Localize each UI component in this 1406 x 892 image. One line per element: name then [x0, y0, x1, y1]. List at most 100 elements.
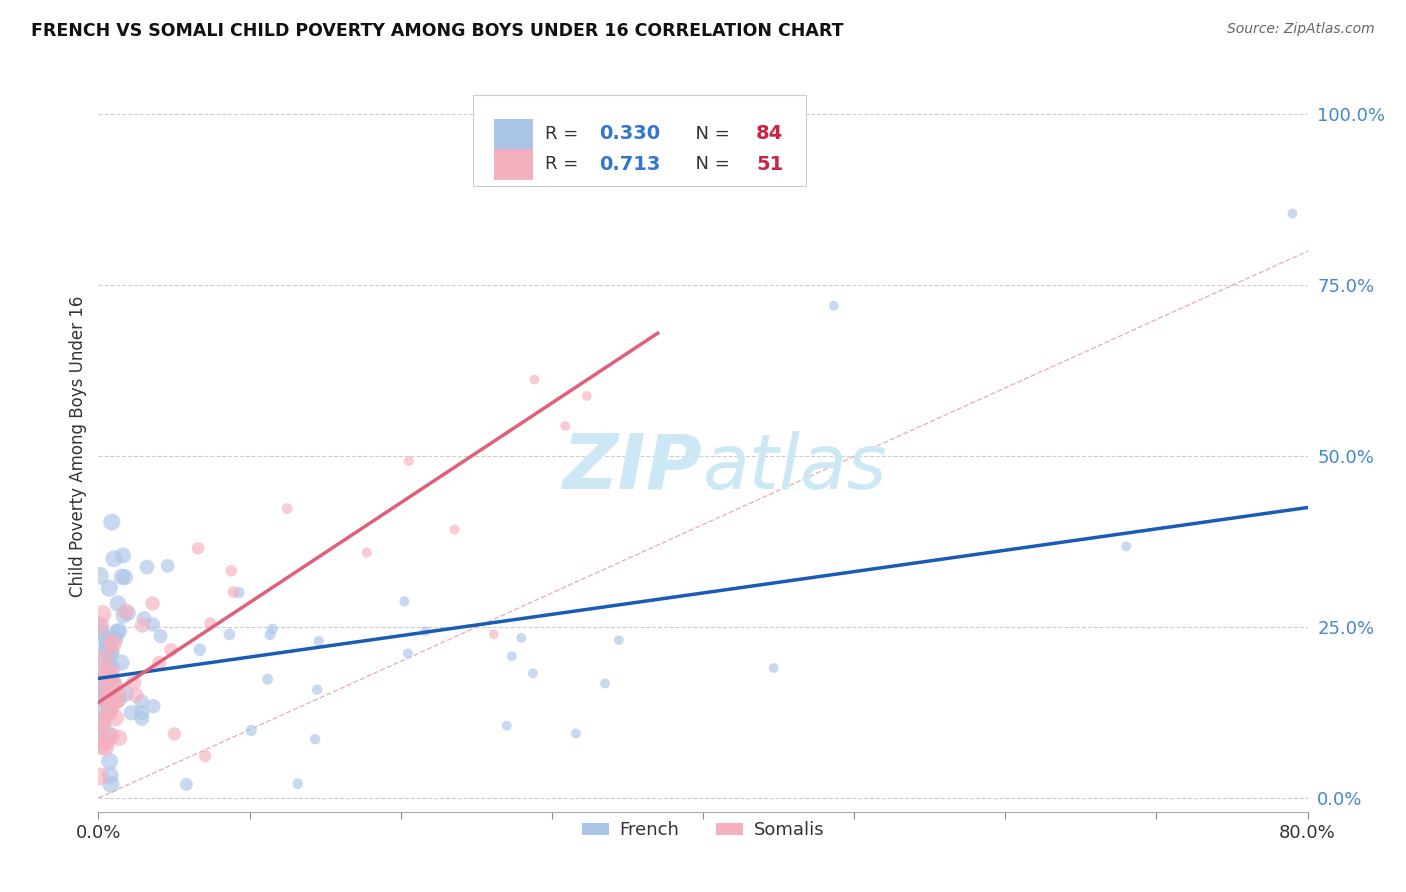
- Point: [501, 649, 523, 664]
- Text: atlas: atlas: [703, 431, 887, 505]
- Point: [398, 454, 420, 468]
- Point: [101, 660, 124, 674]
- Point: [156, 558, 179, 573]
- Point: [762, 661, 785, 675]
- Point: [131, 711, 153, 725]
- Point: [103, 637, 125, 651]
- Point: [104, 694, 127, 708]
- Point: [593, 676, 616, 690]
- Point: [443, 523, 465, 537]
- Point: [97, 668, 120, 682]
- Point: [97, 697, 120, 711]
- Point: [98, 694, 121, 708]
- Point: [823, 299, 845, 313]
- Point: [307, 682, 329, 697]
- Point: [104, 632, 127, 646]
- Text: N =: N =: [683, 125, 735, 143]
- Text: Source: ZipAtlas.com: Source: ZipAtlas.com: [1227, 22, 1375, 37]
- Point: [101, 684, 124, 698]
- Point: [96, 643, 118, 657]
- Point: [132, 611, 155, 625]
- Point: [104, 711, 127, 725]
- Point: [108, 686, 131, 700]
- Point: [482, 627, 505, 641]
- Point: [107, 597, 129, 611]
- Point: [91, 715, 114, 730]
- Point: [110, 656, 132, 670]
- Point: [394, 594, 416, 608]
- Point: [89, 625, 111, 640]
- Point: [575, 389, 598, 403]
- Point: [136, 560, 159, 574]
- Point: [194, 749, 217, 764]
- Y-axis label: Child Poverty Among Boys Under 16: Child Poverty Among Boys Under 16: [69, 295, 87, 597]
- Point: [89, 569, 111, 583]
- Point: [495, 719, 517, 733]
- Point: [122, 675, 145, 690]
- Point: [89, 618, 111, 632]
- Text: R =: R =: [544, 125, 583, 143]
- Text: 0.330: 0.330: [599, 124, 661, 144]
- Point: [103, 551, 125, 566]
- Point: [131, 618, 153, 632]
- Point: [115, 687, 138, 701]
- Point: [200, 616, 222, 631]
- Point: [89, 691, 111, 706]
- Point: [163, 727, 186, 741]
- Point: [259, 628, 281, 642]
- Point: [94, 650, 117, 665]
- Point: [93, 702, 115, 716]
- Point: [100, 647, 122, 661]
- Point: [91, 730, 114, 744]
- Point: [522, 666, 544, 681]
- Point: [142, 699, 165, 714]
- Point: [98, 690, 121, 704]
- Point: [112, 608, 135, 623]
- Point: [108, 731, 131, 745]
- Point: [287, 777, 309, 791]
- Text: R =: R =: [544, 155, 583, 173]
- Point: [98, 667, 121, 681]
- Point: [94, 659, 117, 673]
- Point: [188, 642, 211, 657]
- Legend: French, Somalis: French, Somalis: [575, 814, 831, 847]
- Point: [240, 723, 263, 738]
- Point: [160, 642, 183, 657]
- Point: [100, 665, 122, 679]
- Point: [1115, 540, 1137, 554]
- Point: [101, 685, 124, 699]
- Point: [89, 731, 111, 745]
- Point: [90, 713, 112, 727]
- Point: [262, 622, 284, 636]
- Point: [304, 732, 326, 747]
- Point: [96, 641, 118, 656]
- Point: [221, 564, 243, 578]
- Point: [91, 607, 114, 621]
- Point: [98, 706, 121, 720]
- Point: [276, 501, 298, 516]
- Point: [107, 692, 129, 706]
- Point: [100, 635, 122, 649]
- FancyBboxPatch shape: [494, 119, 533, 149]
- Point: [94, 735, 117, 749]
- Text: N =: N =: [683, 155, 735, 173]
- Point: [91, 718, 114, 732]
- Point: [117, 606, 139, 620]
- Point: [97, 663, 120, 677]
- Text: 84: 84: [756, 124, 783, 144]
- Point: [114, 604, 136, 618]
- Point: [131, 695, 153, 709]
- Point: [607, 633, 630, 648]
- Point: [94, 739, 117, 754]
- Point: [89, 734, 111, 748]
- Point: [114, 570, 136, 584]
- Point: [97, 675, 120, 690]
- Point: [125, 688, 148, 702]
- Point: [89, 664, 111, 678]
- Point: [256, 673, 278, 687]
- Point: [101, 674, 124, 689]
- Point: [96, 649, 118, 664]
- FancyBboxPatch shape: [494, 149, 533, 179]
- Point: [96, 637, 118, 651]
- Point: [142, 617, 165, 632]
